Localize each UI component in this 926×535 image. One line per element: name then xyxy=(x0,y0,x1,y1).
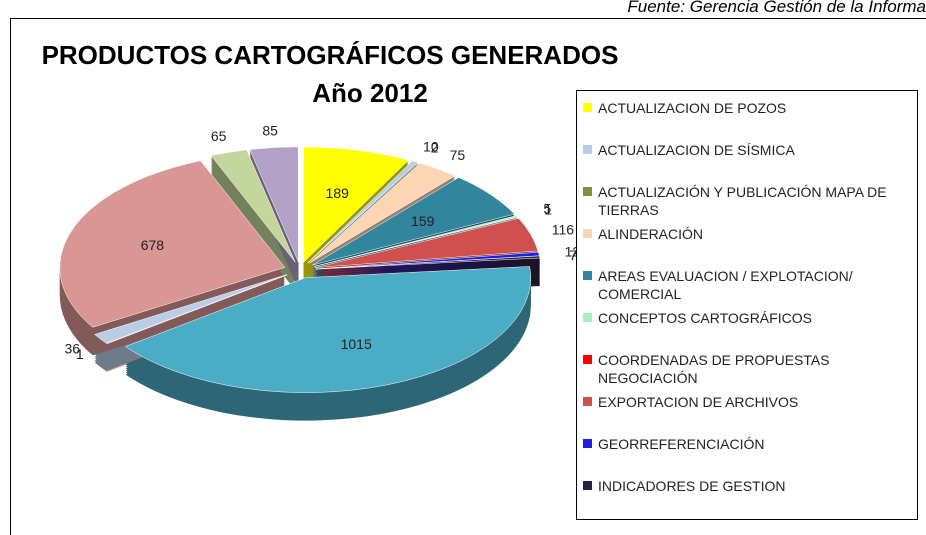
data-label: 678 xyxy=(141,237,165,253)
slice xyxy=(315,218,539,268)
data-label: 36 xyxy=(64,341,80,357)
legend-item: AREAS EVALUACION / EXPLOTACION/ COMERCIA… xyxy=(583,267,911,309)
legend-swatch xyxy=(583,439,592,448)
slice xyxy=(315,255,541,270)
slice-side xyxy=(315,261,540,276)
data-label: 85 xyxy=(262,122,278,138)
legend-label: ALINDERACIÓN xyxy=(598,226,704,242)
slice xyxy=(312,177,515,266)
slice xyxy=(210,149,296,263)
legend-item: INDICADORES DE GESTION xyxy=(583,477,911,519)
legend-swatch xyxy=(583,187,592,196)
legend-label: GEORREFERENCIACIÓN xyxy=(598,436,765,452)
slice xyxy=(106,274,288,345)
data-label: 189 xyxy=(326,185,350,201)
data-label: 75 xyxy=(450,147,466,163)
legend-item: GEORREFERENCIACIÓN xyxy=(583,435,911,477)
legend-item: ACTUALIZACION DE SÍSMICA xyxy=(583,141,911,183)
legend-label: CONCEPTOS CARTOGRÁFICOS xyxy=(598,310,812,326)
legend-swatch xyxy=(583,271,592,280)
data-label: 1015 xyxy=(341,336,372,352)
legend-swatch xyxy=(583,355,592,364)
legend-label: INDICADORES DE GESTION xyxy=(598,478,786,494)
legend-swatch xyxy=(583,103,592,112)
chart-subtitle: Año 2012 xyxy=(312,78,428,108)
legend-item: EXPORTACION DE ARCHIVOS xyxy=(583,393,911,435)
source: Fuente: Gerencia Gestión de la Informa xyxy=(627,0,926,16)
data-label: 1 xyxy=(544,202,552,218)
data-label: 1 xyxy=(76,346,84,362)
data-label: 5 xyxy=(543,201,551,217)
slice-side xyxy=(315,257,540,272)
slice xyxy=(59,160,286,328)
legend-swatch xyxy=(583,397,592,406)
slice xyxy=(307,162,420,264)
legend-item: CONCEPTOS CARTOGRÁFICOS xyxy=(583,309,911,351)
slice xyxy=(249,146,299,262)
slice xyxy=(125,266,532,393)
slice-side xyxy=(315,263,540,278)
legend-label: COORDENADAS DE PROPUESTAS NEGOCIACIÓN xyxy=(598,352,830,386)
data-label: 65 xyxy=(211,128,227,144)
legend-item: ACTUALIZACIÓN Y PUBLICACIÓN MAPA DE TIER… xyxy=(583,183,911,225)
legend-swatch xyxy=(583,229,592,238)
legend: ACTUALIZACION DE POZOS ACTUALIZACION DE S… xyxy=(576,90,918,520)
chart-title: PRODUCTOS CARTOGRÁFICOS GENERADOS xyxy=(42,40,619,70)
slice-side xyxy=(315,259,540,274)
legend-label: ACTUALIZACION DE SÍSMICA xyxy=(598,142,795,158)
legend-swatch xyxy=(583,481,592,490)
slice xyxy=(314,216,519,267)
data-label: 116 xyxy=(552,221,575,237)
legend-swatch xyxy=(583,145,592,154)
data-label: 7 xyxy=(569,247,577,263)
legend-label: ACTUALIZACIÓN Y PUBLICACIÓN MAPA DE TIER… xyxy=(598,184,887,218)
frame xyxy=(10,18,926,535)
slice xyxy=(303,146,409,263)
legend-item: ACTUALIZACION DE POZOS xyxy=(583,99,911,141)
legend-label: EXPORTACION DE ARCHIVOS xyxy=(598,394,799,410)
slice xyxy=(94,274,287,344)
legend-swatch xyxy=(583,313,592,322)
data-label: 159 xyxy=(411,213,435,229)
legend-item: COORDENADAS DE PROPUESTAS NEGOCIACIÓN xyxy=(583,351,911,393)
data-label: 2 xyxy=(431,140,439,156)
legend-label: AREAS EVALUACION / EXPLOTACION/ COMERCIA… xyxy=(598,268,853,302)
legend-label: ACTUALIZACION DE POZOS xyxy=(598,100,787,116)
data-label: 10 xyxy=(423,139,439,155)
legend-item: ALINDERACIÓN xyxy=(583,225,911,267)
slice xyxy=(309,162,456,264)
